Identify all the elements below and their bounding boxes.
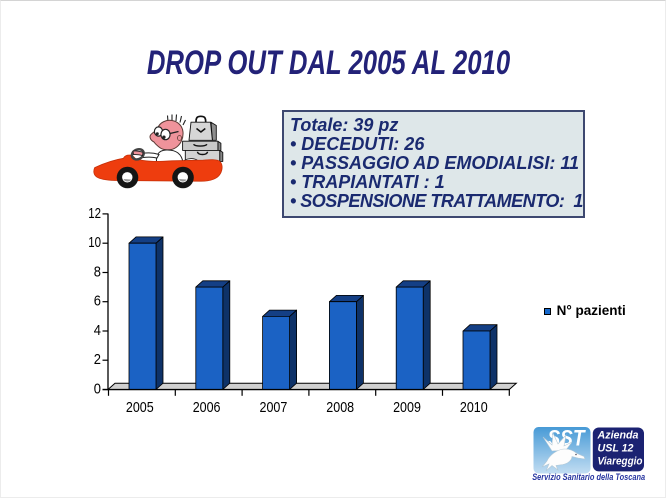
svg-text:2006: 2006 [193,399,221,416]
svg-text:Azienda: Azienda [597,429,639,441]
svg-text:4: 4 [94,322,101,339]
svg-text:12: 12 [88,205,101,222]
svg-text:10: 10 [88,234,101,251]
svg-text:2009: 2009 [393,399,421,416]
svg-text:6: 6 [94,293,101,310]
svg-text:USL 12: USL 12 [598,443,634,455]
svg-text:2007: 2007 [260,399,288,416]
svg-text:0: 0 [94,381,101,398]
svg-text:2010: 2010 [460,399,488,416]
svg-text:8: 8 [94,264,101,281]
svg-text:2: 2 [94,351,101,368]
svg-text:2005: 2005 [126,399,154,416]
svg-text:Viareggio: Viareggio [598,456,643,468]
svg-text:2008: 2008 [326,399,354,416]
